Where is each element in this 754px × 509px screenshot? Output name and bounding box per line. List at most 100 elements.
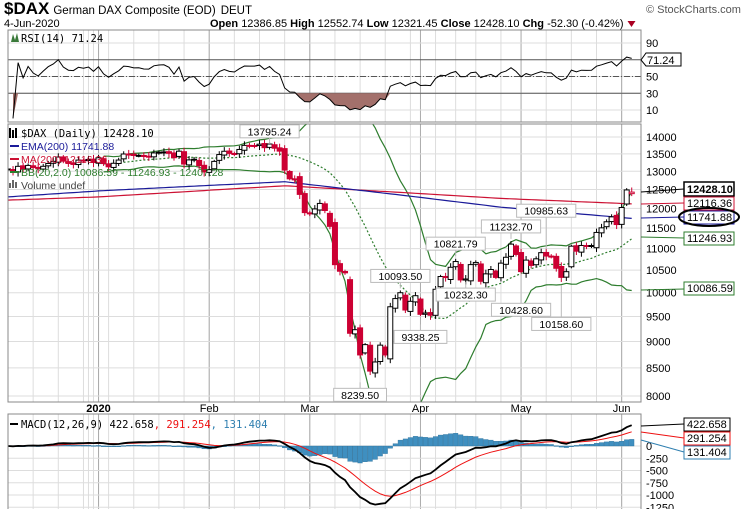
candle [598,223,605,238]
macd-histogram-bar [257,443,263,447]
x-axis-label: Mar [300,403,319,415]
candle-body [347,279,354,334]
candle-body [150,152,157,158]
price-annotation: 10158.60 [531,285,592,331]
candle-body [613,214,620,226]
candle [402,292,409,314]
candle-body [452,261,459,268]
macd-histogram-bar [619,441,625,447]
macd-tick-label: -250 [646,453,668,465]
price-tick-label: 9500 [646,311,670,323]
macd-histogram-bar [141,445,147,447]
candle-body [196,159,203,167]
candle-body [462,278,469,281]
candle-body [165,151,172,154]
candle [472,260,479,267]
bb-low-value-box [683,281,735,296]
macd-histogram-bar [116,445,122,448]
quote-line: Open 12386.85 High 12552.74 Low 12321.45… [210,18,624,30]
candle [578,241,585,257]
candle [130,150,137,160]
macd-histogram-bar [101,445,107,447]
candle [477,261,484,285]
candle [573,242,580,256]
candle [246,142,253,149]
candle [75,156,82,169]
candle [548,254,555,259]
watermark: © StockCharts.com [646,4,741,16]
bb-legend-text: BB(20,2.0) 10086.59 - 11246.93 - 12407.2… [21,167,224,179]
price-tick-label: 8500 [646,363,670,375]
macd-histogram-bar [533,443,539,447]
price-tick-label: 11500 [646,223,676,235]
price-annotation: 10985.63 [516,203,577,250]
macd-histogram-bar [65,444,71,447]
price-annotation: 8239.50 [333,382,388,402]
annotation-label: 10093.50 [378,271,422,283]
annotation-label: 13795.24 [248,126,292,138]
candle-body [538,252,545,261]
rsi-value-box [640,52,682,67]
rsi-icon [11,33,19,42]
macd-histogram-bar [573,445,579,447]
candle [45,160,52,169]
macd-histogram-bar [629,439,635,447]
chg-label: Chg [523,18,544,30]
quote-date: 4-Jun-2020 [4,18,60,30]
volume-icon [9,180,17,188]
candle [100,156,107,166]
price-annotation: 13795.24 [239,124,300,144]
candle [236,145,243,158]
candle-body [528,260,535,266]
candle [593,228,600,252]
ema-value-box [683,210,735,225]
macd-histogram-bar [453,433,459,447]
candle-body [437,276,444,288]
price-legend: $DAX (Daily) 12428.10 EMA(200) 11741.88 … [9,128,224,192]
price-tick-label: 12000 [646,203,677,215]
macd-histogram-bar [302,445,308,456]
macd-histogram-bar [543,443,549,447]
candle [508,241,514,260]
macd-histogram-bar [412,436,418,447]
macd-histogram-bar [70,445,76,447]
macd-histogram-bar [568,445,574,447]
candle [110,159,117,172]
candle-body [583,245,590,248]
candle [296,172,303,199]
candle [347,276,354,337]
macd-legend: MACD(12,26,9) 422.658, 291.254, 131.404 [10,419,268,431]
candle-body [422,312,429,315]
macd-histogram-bar [488,439,494,447]
macd-histogram-bar [443,434,449,447]
candle [608,214,615,225]
macd-hist-leader [640,439,685,453]
candle-body [30,165,37,169]
macd-hist-value-label: 131.404 [687,447,727,459]
candle-body [367,344,374,372]
candle [372,357,379,378]
candle [397,290,404,301]
candle-body [176,150,183,157]
ma-value-label: 12116.36 [687,198,732,210]
macd-histogram-bar [588,444,594,447]
close-value-label: 12428.10 [687,184,733,196]
bb-mid-leader [640,236,685,239]
macd-histogram-bar [327,445,333,455]
candle-body [135,154,142,157]
candle-body [251,144,258,147]
candle-body [362,344,369,354]
macd-histogram-bar [317,445,323,455]
candle-body [487,269,494,275]
candle-body [110,162,117,168]
candle [392,294,399,313]
candle-body [206,169,213,173]
candle-body [502,256,509,265]
candle [281,145,288,174]
candle [231,151,238,157]
macd-histogram-bar [156,445,162,447]
macd-histogram-bar [483,439,489,447]
candle-body [191,158,198,161]
candle [543,248,550,261]
